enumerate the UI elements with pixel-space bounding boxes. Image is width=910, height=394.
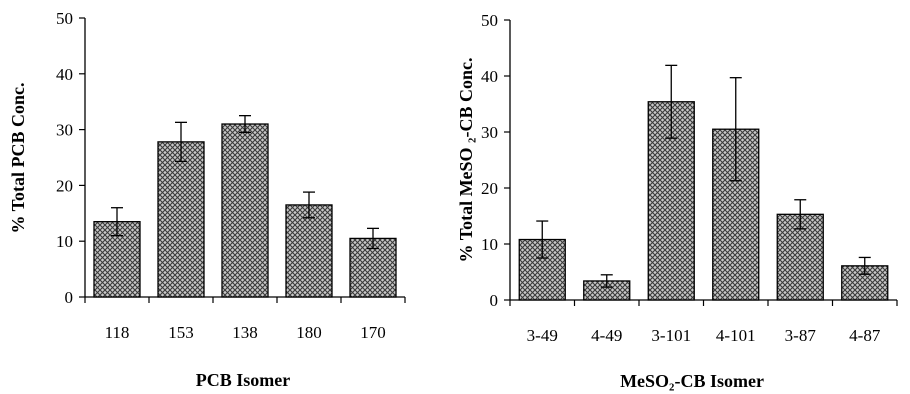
y-tick-label: 50 <box>56 9 73 28</box>
y-tick-label: 30 <box>481 123 498 142</box>
error-bars <box>536 64 871 288</box>
bar-153 <box>157 141 205 298</box>
meso2-cb-chart: 0 10 20 30 40 50 3-49 4-49 3-101 4-101 3-87 4-87 %… <box>456 11 898 391</box>
bar-138 <box>221 123 269 298</box>
y-ticks: 0 10 20 30 40 50 <box>56 9 85 307</box>
x-tick-labels: 118 153 138 180 170 <box>105 323 386 342</box>
x-tick-label-170: 170 <box>360 323 386 342</box>
x-tick-label-4-101: 4-101 <box>716 326 756 345</box>
y-axis-title: % Total MeSO ₂-CB Conc. <box>456 58 476 263</box>
x-tick-label-3-87: 3-87 <box>785 326 817 345</box>
x-tick-labels: 3-49 4-49 3-101 4-101 3-87 4-87 <box>527 326 881 345</box>
y-tick-label: 30 <box>56 121 73 140</box>
x-axis-title: MeSO₂-CB Isomer <box>620 371 764 391</box>
y-tick-label: 40 <box>481 67 498 86</box>
x-tick-label-138: 138 <box>232 323 258 342</box>
error-bars <box>111 115 379 250</box>
y-tick-label: 10 <box>481 235 498 254</box>
x-tick-label-118: 118 <box>105 323 130 342</box>
y-tick-label: 0 <box>490 291 499 310</box>
bars <box>518 101 889 301</box>
bars <box>93 123 397 298</box>
x-tick-label-3-101: 3-101 <box>651 326 691 345</box>
x-axis-title: PCB Isomer <box>196 370 290 390</box>
pcb-chart: 0 10 20 30 40 50 118 153 138 180 170 % Total PCB … <box>8 9 406 390</box>
y-tick-label: 20 <box>481 179 498 198</box>
x-ticks <box>509 300 898 306</box>
x-ticks <box>84 297 406 303</box>
y-axis-title: % Total PCB Conc. <box>8 82 28 233</box>
bar-118 <box>93 221 141 298</box>
y-tick-label: 0 <box>65 288 74 307</box>
y-ticks: 0 10 20 30 40 50 <box>481 11 510 310</box>
y-tick-label: 10 <box>56 232 73 251</box>
x-tick-label-4-87: 4-87 <box>849 326 881 345</box>
bar-180 <box>285 204 333 298</box>
y-tick-label: 40 <box>56 65 73 84</box>
y-tick-label: 50 <box>481 11 498 30</box>
x-tick-label-180: 180 <box>296 323 322 342</box>
y-tick-label: 20 <box>56 176 73 195</box>
x-tick-label-153: 153 <box>168 323 194 342</box>
x-tick-label-4-49: 4-49 <box>591 326 622 345</box>
x-tick-label-3-49: 3-49 <box>527 326 558 345</box>
